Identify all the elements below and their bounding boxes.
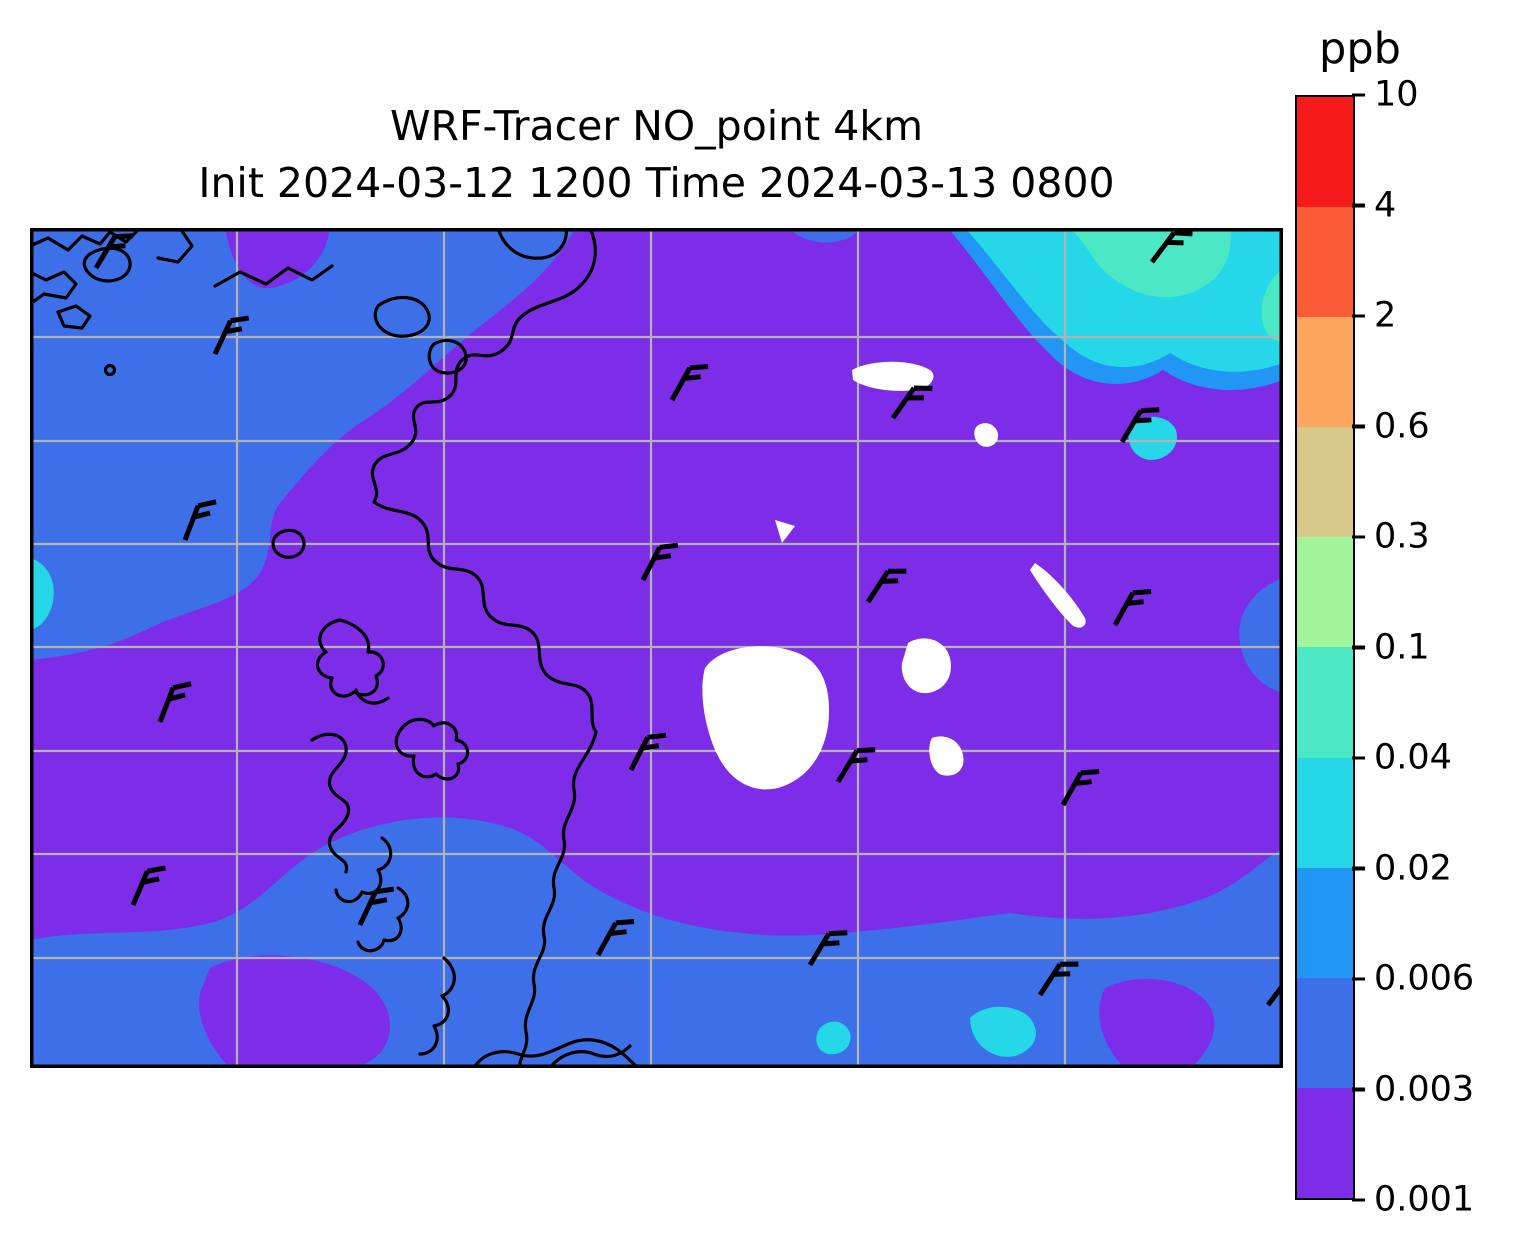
- colorbar-segment: [1297, 757, 1353, 868]
- wind-barb: [1119, 407, 1160, 444]
- colorbar-tick: 4: [1352, 188, 1396, 223]
- colorbar-tick-mark: [1352, 866, 1365, 871]
- wind-barb: [595, 919, 635, 957]
- colorbar-units-label: ppb: [1319, 24, 1401, 74]
- plot-title-line1: WRF-Tracer NO_point 4km: [389, 102, 924, 150]
- wind-barb: [865, 568, 907, 604]
- colorbar-tick-label: 0.6: [1374, 406, 1430, 446]
- wind-barb: [182, 499, 217, 541]
- colorbar-tick: 0.006: [1352, 958, 1475, 999]
- wind-barb: [1060, 769, 1100, 807]
- colorbar-ticks: 10 4 2 0.6 0.3 0.1 0.04 0.02 0.006 0.003 0.001: [1352, 77, 1522, 1217]
- colorbar-tick-mark: [1352, 535, 1365, 539]
- colorbar-segment: [1297, 977, 1353, 1088]
- colorbar-tick-label: 2: [1374, 295, 1397, 336]
- wind-barb: [640, 542, 679, 582]
- colorbar-tick-label: 4: [1374, 185, 1397, 225]
- plot-title-line2: Init 2024-03-12 1200 Time 2024-03-13 080…: [198, 158, 1115, 207]
- colorbar-tick: 2: [1352, 295, 1397, 336]
- colorbar-tick-label: 0.04: [1374, 737, 1452, 778]
- colorbar-tick: 0.3: [1352, 516, 1430, 557]
- wind-barb: [357, 886, 395, 927]
- coastline: [30, 228, 640, 1068]
- colorbar-tick-label: 10: [1374, 74, 1419, 115]
- wind-barbs-layer: [93, 230, 1283, 1007]
- wind-barb: [157, 681, 192, 723]
- wind-barb: [212, 315, 250, 356]
- colorbar: [1295, 95, 1355, 1200]
- wind-barb: [1037, 961, 1079, 997]
- colorbar-tick-mark: [1352, 1087, 1365, 1092]
- colorbar-tick-mark: [1352, 756, 1365, 760]
- wind-barb: [1266, 973, 1283, 1007]
- plot-title: WRF-Tracer NO_point 4km Init 2024-03-12 …: [30, 98, 1283, 211]
- colorbar-segment: [1297, 867, 1353, 978]
- colorbar-tick-mark: [1352, 424, 1365, 429]
- colorbar-tick-mark: [1352, 314, 1365, 318]
- wind-barb: [835, 747, 876, 784]
- colorbar-tick-label: 0.1: [1374, 627, 1430, 667]
- colorbar-tick-label: 0.003: [1374, 1069, 1475, 1109]
- colorbar-tick-mark: [1352, 93, 1365, 97]
- colorbar-segment: [1297, 427, 1353, 538]
- wind-barb: [628, 732, 667, 772]
- colorbar-tick-mark: [1352, 1198, 1365, 1202]
- colorbar-tick: 10: [1352, 74, 1419, 115]
- wind-barb: [1112, 589, 1152, 627]
- colorbar-tick-label: 0.006: [1374, 958, 1475, 999]
- colorbar-tick: 0.6: [1352, 409, 1430, 444]
- colorbar-segment: [1297, 1087, 1353, 1198]
- wind-barb: [669, 364, 709, 402]
- map-plot: [30, 228, 1283, 1068]
- colorbar-tick-label: 0.3: [1374, 516, 1430, 557]
- colorbar-segment: [1297, 537, 1353, 648]
- below-min-holes: [702, 361, 1086, 790]
- colorbar-segment: [1297, 97, 1353, 208]
- wind-barb: [1150, 230, 1193, 264]
- colorbar-tick: 0.1: [1352, 630, 1430, 665]
- colorbar-tick-mark: [1352, 203, 1365, 208]
- map-border: [30, 228, 1283, 1068]
- wind-barb: [130, 865, 166, 906]
- colorbar-tick-label: 0.001: [1374, 1179, 1475, 1220]
- colorbar-tick: 0.001: [1352, 1179, 1475, 1220]
- wind-barb: [93, 233, 134, 270]
- wind-barb: [890, 385, 933, 420]
- colorbar-segment: [1297, 207, 1353, 318]
- colorbar-tick-mark: [1352, 645, 1365, 650]
- colorbar-tick: 0.003: [1352, 1072, 1474, 1107]
- wind-barb: [807, 930, 848, 967]
- colorbar-tick-mark: [1352, 977, 1365, 981]
- colorbar-tick-label: 0.02: [1374, 848, 1452, 888]
- colorbar-segment: [1297, 647, 1353, 758]
- colorbar-segment: [1297, 317, 1353, 428]
- colorbar-tick: 0.02: [1352, 851, 1452, 886]
- map-gridlines: [30, 228, 1283, 1068]
- colorbar-tick: 0.04: [1352, 737, 1452, 778]
